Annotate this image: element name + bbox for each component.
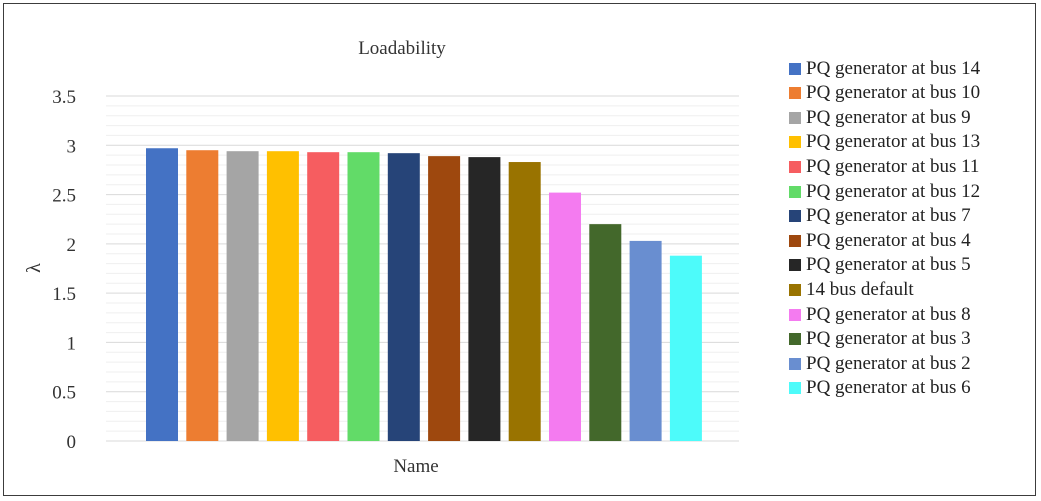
y-tick-label: 2 <box>67 235 77 256</box>
legend-swatch <box>789 87 801 100</box>
y-tick-labels: 0 0.5 1 1.5 2 2.5 3 3.5 <box>52 87 76 453</box>
legend-label: PQ generator at bus 12 <box>806 180 981 202</box>
legend-label: PQ generator at bus 11 <box>806 155 980 177</box>
legend-label: PQ generator at bus 2 <box>806 352 971 374</box>
y-tick-label: 3.5 <box>52 87 76 108</box>
y-tick-label: 2.5 <box>52 186 76 207</box>
legend-item: PQ generator at bus 12 <box>789 179 980 204</box>
legend-label: PQ generator at bus 8 <box>806 303 971 325</box>
legend-label: PQ generator at bus 14 <box>806 57 981 79</box>
legend-item: PQ generator at bus 3 <box>789 327 971 352</box>
legend-swatch <box>789 210 801 223</box>
legend-item: PQ generator at bus 2 <box>789 351 971 376</box>
legend-item: PQ generator at bus 4 <box>789 228 971 253</box>
legend-item: PQ generator at bus 6 <box>789 376 971 401</box>
legend-label: PQ generator at bus 3 <box>806 328 971 350</box>
loadability-chart: 0 0.5 1 1.5 2 2.5 3 3.5 Loadability Name λ <box>23 38 739 477</box>
bar <box>387 153 420 441</box>
y-tick-label: 3 <box>67 136 77 157</box>
legend-label: PQ generator at bus 5 <box>806 254 971 276</box>
bar <box>307 152 340 441</box>
chart-frame: 0 0.5 1 1.5 2 2.5 3 3.5 Loadability Name λ <box>3 3 1036 496</box>
bar <box>226 151 259 441</box>
legend-label: PQ generator at bus 6 <box>806 377 971 399</box>
legend-swatch <box>789 357 801 370</box>
legend-label: PQ generator at bus 10 <box>806 82 981 104</box>
legend-item: PQ generator at bus 11 <box>789 154 979 179</box>
legend-swatch <box>789 234 801 247</box>
legend-swatch <box>789 136 801 149</box>
legend-item: PQ generator at bus 13 <box>789 130 980 155</box>
legend-label: PQ generator at bus 4 <box>806 229 971 251</box>
legend-swatch <box>789 259 801 272</box>
legend-swatch <box>789 283 801 296</box>
legend-item: PQ generator at bus 7 <box>789 204 971 229</box>
legend-item: PQ generator at bus 14 <box>789 56 980 81</box>
y-tick-label: 0 <box>67 432 77 453</box>
y-tick-label: 1 <box>67 333 77 354</box>
legend-item: PQ generator at bus 9 <box>789 105 971 130</box>
legend-swatch <box>789 185 801 198</box>
bar <box>669 255 702 441</box>
legend-swatch <box>789 160 801 173</box>
legend-swatch <box>789 333 801 346</box>
legend-item: PQ generator at bus 8 <box>789 302 971 327</box>
chart-title: Loadability <box>358 38 446 59</box>
bar <box>508 162 541 442</box>
legend-swatch <box>789 382 801 395</box>
y-tick-label: 0.5 <box>52 383 76 404</box>
legend-label: PQ generator at bus 9 <box>806 106 971 128</box>
legend-swatch <box>789 62 801 75</box>
bar <box>428 156 461 441</box>
bar <box>186 150 219 441</box>
bar <box>266 151 299 441</box>
legend-label: PQ generator at bus 7 <box>806 205 971 227</box>
legend-label: 14 bus default <box>806 278 914 300</box>
bar <box>549 192 581 441</box>
legend-item: PQ generator at bus 10 <box>789 81 980 106</box>
legend-swatch <box>789 308 801 321</box>
legend-label: PQ generator at bus 13 <box>806 131 981 153</box>
legend-item: 14 bus default <box>789 277 914 302</box>
bar <box>347 152 380 441</box>
bar <box>589 224 622 441</box>
bar <box>468 157 501 441</box>
legend-swatch <box>789 111 801 124</box>
legend-item: PQ generator at bus 5 <box>789 253 971 278</box>
y-tick-label: 1.5 <box>52 284 76 305</box>
bars <box>146 148 702 442</box>
y-axis-label: λ <box>23 263 45 273</box>
bar <box>146 148 178 441</box>
x-axis-label: Name <box>393 456 438 477</box>
bar <box>629 240 662 441</box>
